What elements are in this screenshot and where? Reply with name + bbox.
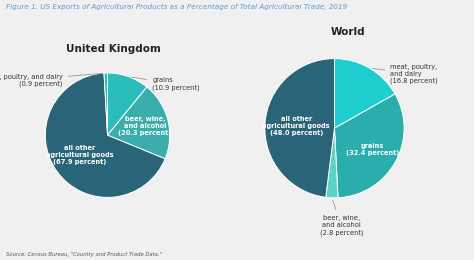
Wedge shape — [335, 58, 395, 128]
Wedge shape — [104, 73, 108, 135]
Text: grains
(10.9 percent): grains (10.9 percent) — [131, 77, 200, 91]
Wedge shape — [108, 73, 147, 135]
Text: Figure 1. US Exports of Agricultural Products as a Percentage of Total Agricultu: Figure 1. US Exports of Agricultural Pro… — [6, 4, 347, 10]
Title: World: World — [331, 27, 366, 37]
Title: United Kingdom: United Kingdom — [66, 43, 161, 54]
Text: all other
agricultural goods
(67.9 percent): all other agricultural goods (67.9 perce… — [46, 145, 113, 165]
Text: meat, poultry,
and dairy
(16.8 percent): meat, poultry, and dairy (16.8 percent) — [372, 64, 438, 84]
Wedge shape — [108, 87, 170, 159]
Text: all other
agricultural goods
(48.0 percent): all other agricultural goods (48.0 perce… — [263, 116, 330, 136]
Wedge shape — [46, 73, 165, 197]
Text: grains
(32.4 percent): grains (32.4 percent) — [346, 142, 399, 155]
Text: beer, wine,
and alcohol
(2.8 percent): beer, wine, and alcohol (2.8 percent) — [319, 200, 363, 236]
Text: meat, poultry, and dairy
(0.9 percent): meat, poultry, and dairy (0.9 percent) — [0, 73, 103, 87]
Wedge shape — [265, 58, 335, 197]
Wedge shape — [335, 94, 404, 198]
Wedge shape — [326, 128, 338, 198]
Text: Source: Census Bureau, "Country and Product Trade Data.": Source: Census Bureau, "Country and Prod… — [6, 252, 162, 257]
Text: beer, wine,
and alcohol
(20.3 percent): beer, wine, and alcohol (20.3 percent) — [118, 116, 172, 136]
